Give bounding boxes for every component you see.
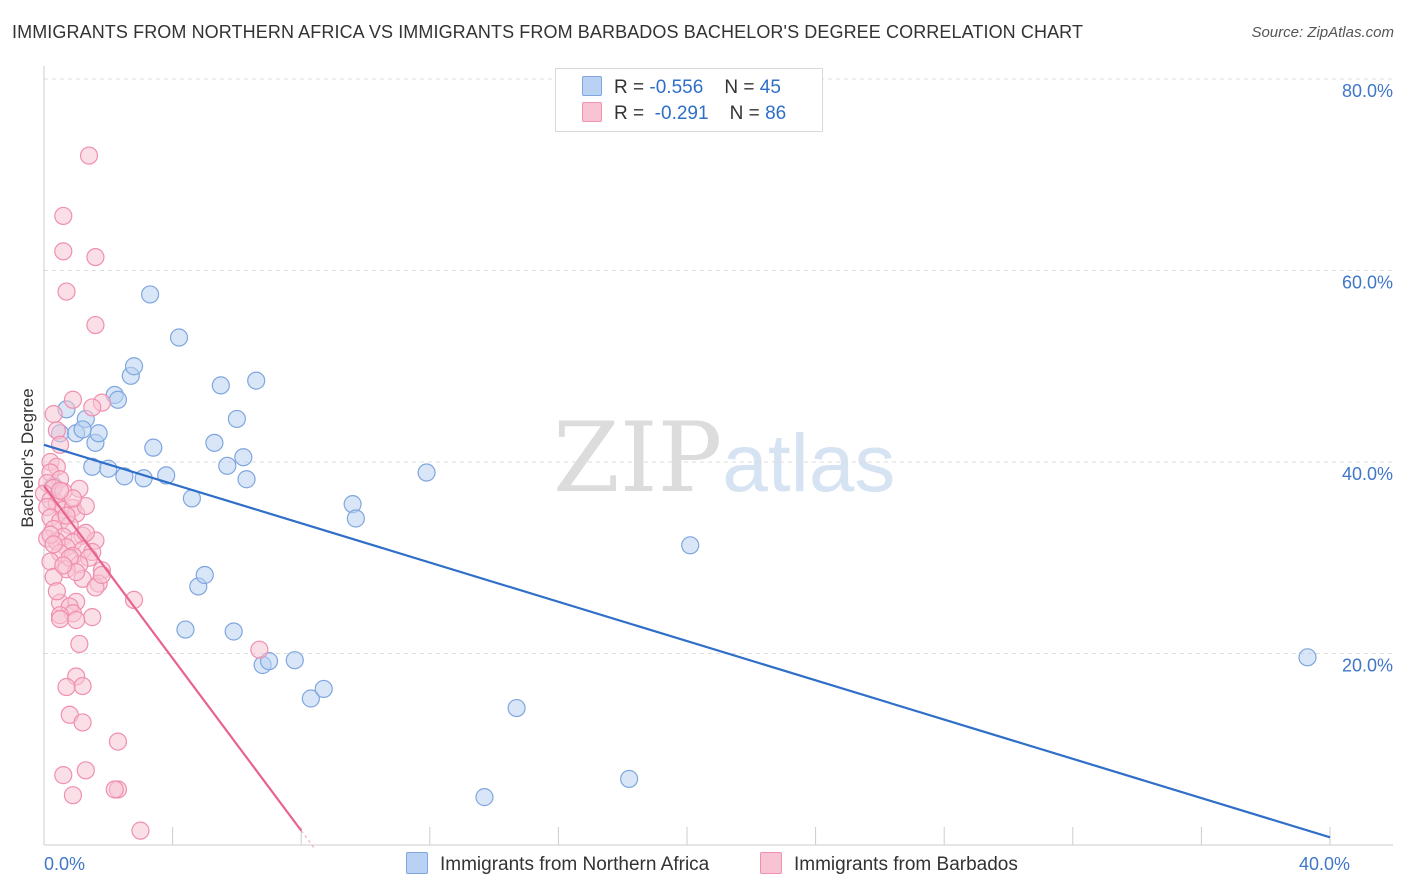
point-northern-africa: [144, 438, 163, 457]
point-northern-africa: [99, 459, 118, 478]
point-northern-africa: [218, 456, 237, 475]
point-barbados: [108, 732, 128, 751]
point-northern-africa: [1298, 648, 1317, 667]
point-northern-africa: [89, 424, 108, 443]
point-barbados: [73, 676, 92, 696]
source-label: Source: ZipAtlas.com: [1251, 24, 1394, 41]
point-barbados: [83, 608, 102, 627]
point-northern-africa: [314, 679, 333, 699]
legend-n-label: N =: [729, 103, 760, 124]
point-northern-africa: [237, 470, 256, 489]
point-barbados: [79, 146, 99, 165]
axes: [43, 66, 1393, 846]
trend-line-northern-africa: [43, 443, 1331, 839]
trend-lines: [43, 443, 1331, 849]
legend-row-barbados: R = -0.291 N = 86: [582, 102, 786, 126]
point-barbados: [57, 282, 76, 301]
y-tick-label: 20.0%: [1342, 656, 1393, 676]
point-barbados: [57, 677, 76, 697]
point-barbados: [44, 405, 63, 424]
point-northern-africa: [195, 565, 214, 585]
chart-title: IMMIGRANTS FROM NORTHERN AFRICA VS IMMIG…: [12, 22, 1084, 42]
point-northern-africa: [73, 420, 92, 439]
series-legend: Immigrants from Northern Africa Immigran…: [0, 852, 1406, 878]
point-barbados: [50, 481, 70, 500]
legend-n-label: N =: [724, 77, 755, 98]
point-northern-africa: [507, 698, 526, 718]
point-barbados: [250, 640, 269, 659]
point-northern-africa: [234, 448, 253, 467]
watermark-atlas: atlas: [722, 418, 896, 509]
series-barbados-points: [34, 146, 269, 840]
point-northern-africa: [227, 409, 246, 429]
point-barbados: [73, 713, 92, 732]
legend-swatch-blue: [582, 76, 602, 96]
point-northern-africa: [301, 689, 320, 708]
point-northern-africa: [285, 651, 304, 670]
point-barbados: [86, 315, 105, 335]
point-northern-africa: [205, 433, 224, 452]
watermark-zip: ZIP: [553, 402, 723, 514]
point-northern-africa: [108, 390, 128, 409]
legend-swatch-blue: [406, 852, 428, 874]
watermark: ZIPatlas: [553, 402, 895, 514]
legend-r-value: -0.291: [654, 103, 709, 124]
point-northern-africa: [475, 788, 494, 807]
point-barbados: [47, 582, 66, 601]
x-tick-label: 40.0%: [1299, 854, 1350, 874]
legend-item-northern-africa[interactable]: Immigrants from Northern Africa: [406, 852, 709, 876]
point-barbados: [76, 761, 95, 780]
legend-row-northern-africa: R = -0.556 N = 45: [582, 76, 781, 100]
point-northern-africa: [176, 620, 195, 639]
legend-r-label: R =: [614, 77, 645, 98]
point-northern-africa: [247, 371, 266, 390]
legend-item-barbados[interactable]: Immigrants from Barbados: [760, 852, 1018, 876]
point-barbados: [63, 786, 83, 805]
point-northern-africa: [115, 467, 134, 486]
point-barbados: [54, 206, 73, 226]
legend-label: Immigrants from Barbados: [794, 854, 1018, 875]
point-barbados: [70, 634, 89, 654]
point-barbados: [86, 247, 105, 267]
point-barbados: [83, 398, 102, 417]
series-northern-africa-points: [44, 285, 1317, 807]
trend-line-barbados: [43, 485, 303, 832]
point-barbados: [50, 609, 70, 629]
legend-r-value: -0.556: [649, 77, 704, 98]
y-tick-label: 60.0%: [1342, 273, 1393, 293]
point-northern-africa: [417, 463, 436, 482]
legend-swatch-pink: [582, 102, 602, 122]
point-northern-africa: [169, 328, 189, 347]
legend-n-value: 86: [765, 103, 787, 124]
point-barbados: [131, 821, 150, 840]
point-barbados: [67, 610, 86, 630]
point-northern-africa: [346, 509, 365, 528]
point-northern-africa: [124, 357, 144, 376]
point-barbados: [54, 242, 73, 261]
point-barbados: [54, 766, 73, 785]
x-tick-label: 0.0%: [44, 854, 85, 874]
point-barbados: [44, 535, 63, 554]
point-barbados: [54, 556, 73, 575]
point-northern-africa: [211, 376, 230, 395]
point-northern-africa: [681, 536, 700, 555]
point-barbados: [105, 780, 124, 799]
legend-swatch-pink: [760, 852, 782, 874]
correlation-legend: R = -0.556 N = 45 R = -0.291 N = 86: [555, 68, 823, 132]
y-axis-label: Bachelor's Degree: [18, 388, 37, 527]
tick-labels: 20.0% 40.0% 60.0% 80.0% 0.0% 40.0%: [44, 81, 1393, 874]
grid-lines: [44, 78, 1393, 654]
point-barbados: [63, 390, 83, 409]
point-northern-africa: [620, 769, 639, 789]
y-tick-label: 40.0%: [1342, 464, 1393, 484]
point-barbados: [92, 565, 111, 585]
legend-r-label: R =: [614, 103, 645, 124]
legend-n-value: 45: [759, 77, 781, 98]
y-tick-label: 80.0%: [1342, 81, 1393, 101]
point-northern-africa: [140, 285, 160, 304]
legend-label: Immigrants from Northern Africa: [440, 854, 710, 875]
point-northern-africa: [224, 622, 243, 641]
